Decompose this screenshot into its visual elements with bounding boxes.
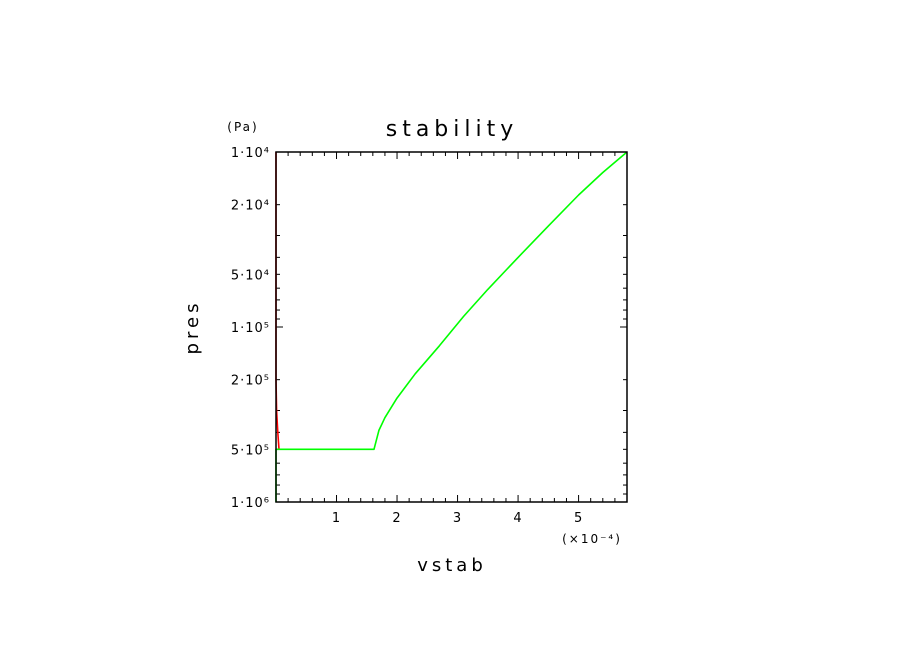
x-axis-title: vstab: [417, 555, 487, 576]
y-tick-label: 2·10⁵: [231, 374, 270, 389]
x-tick-label: 2: [392, 511, 401, 526]
y-tick-label: 1·10⁶: [231, 496, 270, 511]
series-lines: [275, 151, 628, 502]
y-axis-unit: (Pa): [227, 120, 258, 134]
x-tick-label: 4: [513, 511, 522, 526]
plot-frame: [275, 151, 628, 503]
y-tick-label: 1·10⁵: [231, 321, 270, 336]
y-tick-label: 5·10⁴: [231, 268, 270, 283]
tick-labels: 1 2 3 4 5 1·10⁴ 2·10⁴ 5·10⁴ 1·10⁵ 2·10⁵ 5·10⁵ 1·10⁶: [231, 146, 583, 526]
series-line-2: [275, 151, 628, 502]
y-axis-title: pres: [182, 300, 203, 355]
x-axis-multiplier: (×10⁻⁴): [562, 532, 622, 546]
x-tick-label: 5: [574, 511, 583, 526]
x-tick-label: 1: [332, 511, 341, 526]
y-tick-label: 5·10⁵: [231, 443, 270, 458]
x-tick-label: 3: [453, 511, 462, 526]
y-tick-label: 1·10⁴: [231, 146, 270, 161]
y-tick-label: 2·10⁴: [231, 199, 270, 214]
chart-title: stability: [386, 117, 519, 142]
